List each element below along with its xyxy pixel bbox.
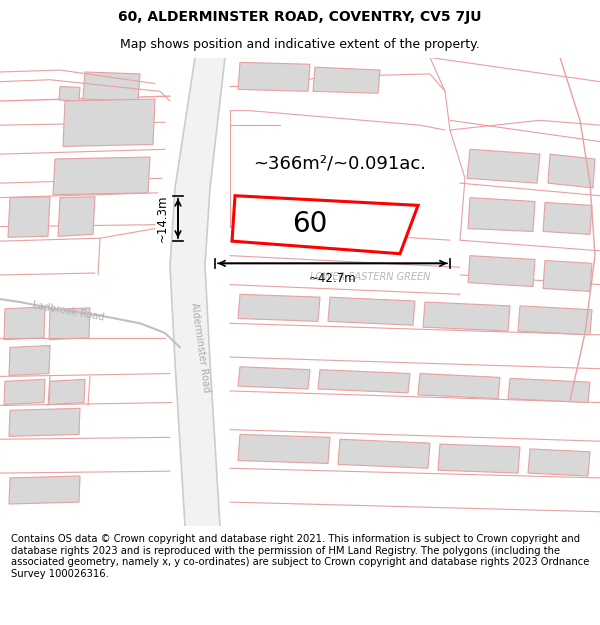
Text: Map shows position and indicative extent of the property.: Map shows position and indicative extent… xyxy=(120,38,480,51)
Polygon shape xyxy=(468,256,535,286)
Text: Alderminster Road: Alderminster Road xyxy=(189,302,211,393)
Polygon shape xyxy=(338,439,430,468)
Polygon shape xyxy=(313,67,380,93)
Polygon shape xyxy=(49,308,90,340)
Polygon shape xyxy=(238,294,320,321)
Polygon shape xyxy=(518,306,592,335)
Polygon shape xyxy=(58,197,95,236)
Polygon shape xyxy=(318,369,410,393)
Polygon shape xyxy=(59,86,80,101)
Polygon shape xyxy=(438,444,520,473)
Polygon shape xyxy=(528,449,590,476)
Polygon shape xyxy=(238,62,310,91)
Text: ~42.7m: ~42.7m xyxy=(308,272,356,286)
Polygon shape xyxy=(238,434,330,463)
Polygon shape xyxy=(238,367,310,389)
Polygon shape xyxy=(49,379,85,404)
Polygon shape xyxy=(83,72,140,101)
Polygon shape xyxy=(548,154,595,188)
Polygon shape xyxy=(508,378,590,402)
Polygon shape xyxy=(8,197,50,238)
Text: Contains OS data © Crown copyright and database right 2021. This information is : Contains OS data © Crown copyright and d… xyxy=(11,534,589,579)
Polygon shape xyxy=(9,476,80,504)
Text: Ladbrook Road: Ladbrook Road xyxy=(31,301,104,323)
Polygon shape xyxy=(232,196,418,254)
Polygon shape xyxy=(63,99,155,146)
Polygon shape xyxy=(170,58,225,526)
Polygon shape xyxy=(328,298,415,325)
Polygon shape xyxy=(418,374,500,399)
Polygon shape xyxy=(9,346,50,376)
Polygon shape xyxy=(467,149,540,183)
Polygon shape xyxy=(9,408,80,436)
Text: ~14.3m: ~14.3m xyxy=(155,194,169,242)
Text: ~366m²/~0.091ac.: ~366m²/~0.091ac. xyxy=(254,155,427,173)
Polygon shape xyxy=(53,157,150,195)
Polygon shape xyxy=(4,379,45,404)
Text: LOWER EASTERN GREEN: LOWER EASTERN GREEN xyxy=(310,272,430,282)
Polygon shape xyxy=(468,198,535,231)
Polygon shape xyxy=(543,261,592,291)
Text: 60: 60 xyxy=(292,210,328,238)
Polygon shape xyxy=(543,202,592,234)
Polygon shape xyxy=(4,307,45,340)
Text: 60, ALDERMINSTER ROAD, COVENTRY, CV5 7JU: 60, ALDERMINSTER ROAD, COVENTRY, CV5 7JU xyxy=(118,10,482,24)
Polygon shape xyxy=(423,302,510,331)
